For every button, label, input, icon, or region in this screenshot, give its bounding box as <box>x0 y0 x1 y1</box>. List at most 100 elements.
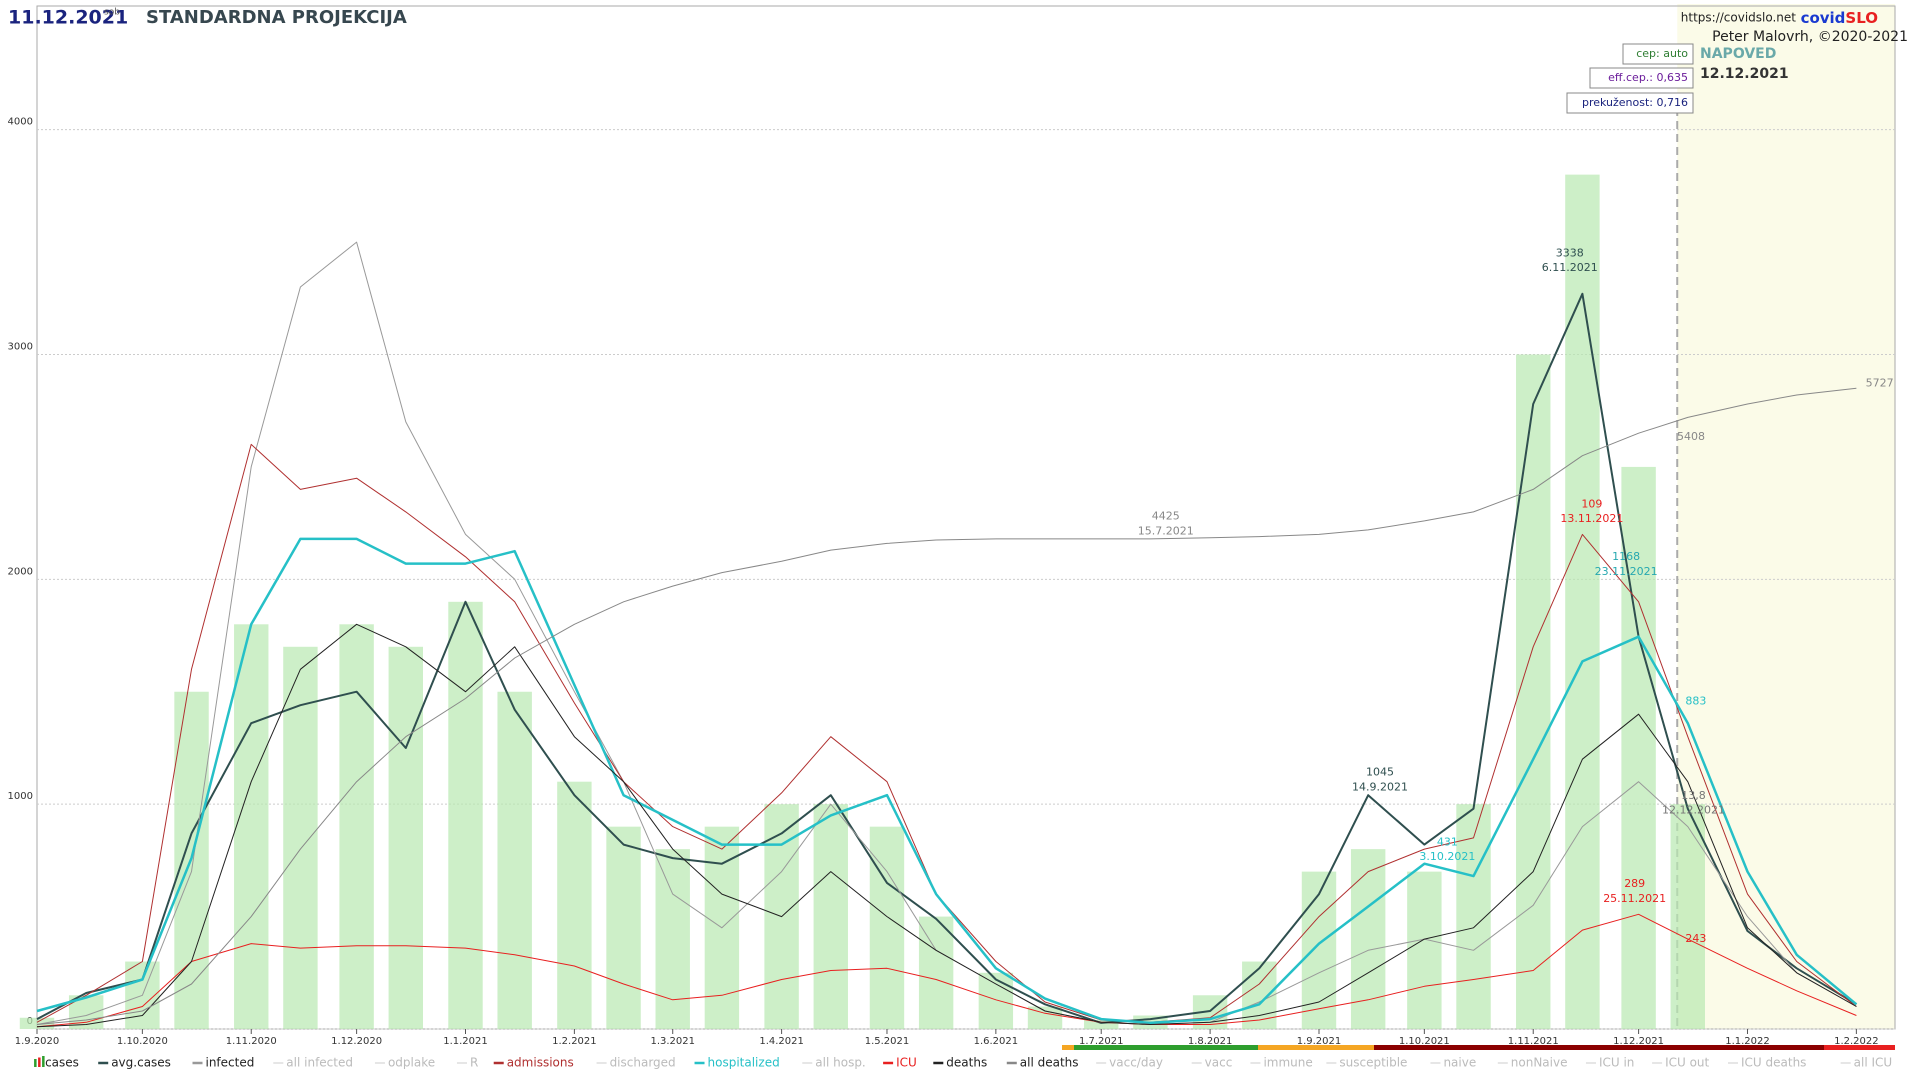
bar <box>1565 174 1600 1030</box>
bar <box>19 1017 55 1029</box>
legend-label: infected <box>205 1056 254 1070</box>
annotation: 3338 <box>1556 246 1584 259</box>
legend-label: hospitalized <box>708 1056 780 1070</box>
url: https://covidslo.net <box>1681 11 1797 25</box>
annotation: 4425 <box>1152 510 1180 523</box>
bar <box>1670 804 1705 1029</box>
annotation: 5727 <box>1866 376 1894 389</box>
bar <box>1516 354 1551 1029</box>
bar <box>557 781 592 1029</box>
title: STANDARDNA PROJEKCIJA <box>146 7 407 28</box>
brand-a: covid <box>1801 9 1846 27</box>
x-tick-label: 1.1.2021 <box>443 1036 488 1047</box>
annotation: 25.11.2021 <box>1603 892 1666 905</box>
x-tick-label: 1.2.2022 <box>1834 1036 1879 1047</box>
x-tick-label: 1.10.2020 <box>117 1036 168 1047</box>
box <box>1622 43 1694 65</box>
legend-label: admissions <box>507 1056 574 1070</box>
y-tick-label: 3000 <box>8 341 33 352</box>
bar <box>606 826 641 1029</box>
legend-label: ICU in <box>1599 1056 1634 1070</box>
legend-label: all ICU <box>1854 1056 1893 1070</box>
y-tick-label: 1000 <box>8 791 33 802</box>
forecast-label: NAPOVED <box>1700 46 1776 62</box>
legend-label: deaths <box>946 1056 987 1070</box>
legend-label: ICU <box>896 1056 917 1070</box>
annotation: 289 <box>1624 877 1645 890</box>
annotation: 14.9.2021 <box>1352 780 1408 793</box>
annotation: 6.11.2021 <box>1542 261 1598 274</box>
bar <box>869 826 905 1029</box>
bar <box>655 849 690 1029</box>
bar <box>978 972 1014 1029</box>
annotation: 12.12.2021 <box>1662 804 1725 817</box>
series-line <box>36 913 1857 1028</box>
legend-label: odplake <box>388 1056 435 1070</box>
strip <box>1258 1045 1374 1050</box>
x-tick-label: 1.11.2021 <box>1508 1036 1559 1047</box>
plot: 010002000300040001.9.20201.10.20201.11.2… <box>8 5 1896 1070</box>
legend-label: naive <box>1443 1056 1476 1070</box>
weekday: sob <box>104 8 120 18</box>
box-text: cep: auto <box>1636 47 1688 60</box>
legend-label: immune <box>1263 1056 1312 1070</box>
annotation: 13,8 <box>1681 789 1706 802</box>
strip <box>1074 1045 1258 1050</box>
box-text: eff.cep.: 0,635 <box>1608 71 1688 84</box>
x-tick-label: 1.4.2021 <box>759 1036 804 1047</box>
bar <box>1407 871 1442 1029</box>
date: 11.12.2021 <box>8 7 128 29</box>
brand-b: SLO <box>1845 9 1878 27</box>
x-tick-label: 1.7.2021 <box>1079 1036 1124 1047</box>
legend-label: nonNaive <box>1511 1056 1568 1070</box>
annotation: 3.10.2021 <box>1419 850 1475 863</box>
legend-label: discharged <box>610 1056 676 1070</box>
legend-swatch <box>34 1059 37 1067</box>
bar <box>283 646 318 1029</box>
x-tick-label: 1.11.2020 <box>226 1036 277 1047</box>
bar <box>234 624 269 1029</box>
vacc-strip <box>1062 1045 1895 1050</box>
x-tick-label: 1.12.2020 <box>331 1036 382 1047</box>
annotation: 243 <box>1685 932 1706 945</box>
annotation: 431 <box>1437 835 1458 848</box>
x-tick-label: 1.12.2021 <box>1613 1036 1664 1047</box>
legend-label: susceptible <box>1339 1056 1407 1070</box>
x-tick-label: 1.3.2021 <box>650 1036 695 1047</box>
legend-label: ICU out <box>1665 1056 1709 1070</box>
legend-label: vacc/day <box>1109 1056 1163 1070</box>
x-tick-label: 1.5.2021 <box>865 1036 910 1047</box>
series-line <box>36 292 1857 1024</box>
legend-swatch <box>42 1056 45 1067</box>
bar <box>388 646 424 1029</box>
legend-label: all deaths <box>1020 1056 1079 1070</box>
legend-label: avg.cases <box>111 1056 171 1070</box>
bar <box>1242 961 1277 1029</box>
x-tick-label: 1.9.2021 <box>1297 1036 1342 1047</box>
series-line <box>36 623 1857 1028</box>
legend-label: all hosp. <box>815 1056 865 1070</box>
legend-label: R <box>470 1056 478 1070</box>
annotation: 13.11.2021 <box>1560 512 1623 525</box>
annotation: 1168 <box>1612 550 1640 563</box>
y-tick-label: 2000 <box>8 566 33 577</box>
legend-label: all infected <box>286 1056 353 1070</box>
x-tick-label: 1.2.2021 <box>552 1036 597 1047</box>
legend-swatch <box>38 1057 41 1067</box>
annotation: 23.11.2021 <box>1595 565 1658 578</box>
brand: covidSLO <box>1801 9 1878 27</box>
legend-label: ICU deaths <box>1741 1056 1806 1070</box>
bar <box>1084 1020 1119 1029</box>
bar <box>497 691 532 1029</box>
bar <box>339 624 374 1029</box>
bar <box>1301 871 1337 1029</box>
box <box>1589 67 1694 89</box>
forecast-date: 12.12.2021 <box>1700 66 1789 82</box>
bar <box>1027 1006 1063 1029</box>
bar <box>1350 849 1386 1029</box>
bar <box>448 601 483 1029</box>
x-tick-label: 1.10.2021 <box>1399 1036 1450 1047</box>
strip <box>1374 1045 1824 1050</box>
forecast-area <box>1677 4 1895 1029</box>
